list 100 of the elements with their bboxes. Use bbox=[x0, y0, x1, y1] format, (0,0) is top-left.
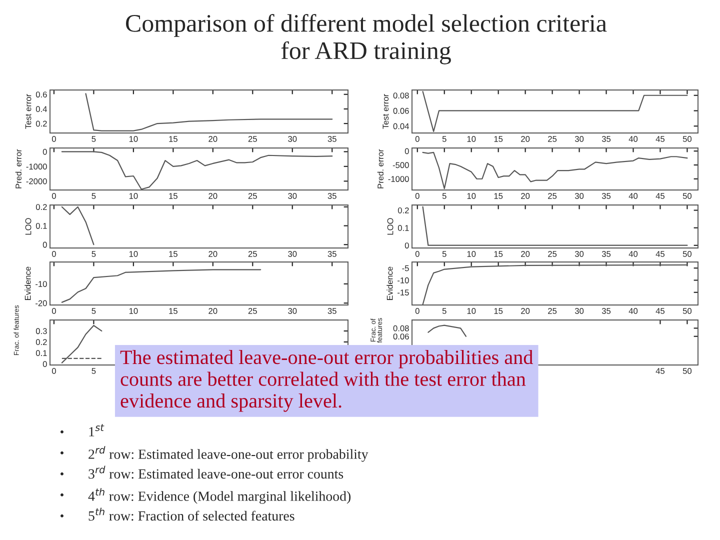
x-tick-label: 0 bbox=[52, 136, 56, 142]
x-tick-label: 20 bbox=[208, 193, 218, 199]
y-axis-title: Test error bbox=[382, 94, 389, 129]
x-tick-label: 15 bbox=[169, 308, 178, 314]
x-tick-label: 35 bbox=[328, 308, 336, 314]
y-tick-label: -20 bbox=[36, 300, 47, 306]
y-axis-title: Pred. error bbox=[15, 149, 22, 188]
x-tick-label: 35 bbox=[328, 136, 336, 142]
x-tick-label: 30 bbox=[288, 136, 297, 142]
x-tick-label: 10 bbox=[129, 308, 138, 314]
y-tick-label: 0.2 bbox=[36, 339, 47, 346]
x-tick-label: 20 bbox=[208, 251, 218, 257]
x-tick-label: 10 bbox=[467, 308, 476, 314]
y-tick-label: 0.1 bbox=[398, 225, 409, 231]
y-tick-label: 0 bbox=[42, 242, 47, 248]
y-tick-label: 0.4 bbox=[36, 106, 47, 112]
text: • bbox=[60, 493, 64, 496]
x-tick-label: 5 bbox=[442, 251, 446, 257]
y-tick-label: 0.08 bbox=[393, 325, 409, 332]
x-tick-label: 25 bbox=[248, 251, 257, 257]
x-tick-label: 0 bbox=[52, 368, 56, 374]
x-tick-label: 5 bbox=[92, 193, 96, 199]
x-tick-label: 35 bbox=[602, 193, 611, 199]
x-tick-label: 0 bbox=[52, 308, 56, 314]
x-tick-label: 35 bbox=[328, 251, 336, 257]
y-tick-label: 0.2 bbox=[398, 207, 409, 214]
text: • bbox=[60, 451, 64, 454]
y-tick-label: -15 bbox=[398, 290, 409, 296]
text: 2$^{rd}$ row: Estimated leave-one-out error probability bbox=[88, 446, 368, 462]
x-tick-label: 50 bbox=[682, 136, 692, 142]
x-tick-label: 10 bbox=[129, 193, 138, 199]
y-tick-label: 0 bbox=[42, 361, 47, 368]
x-tick-label: 25 bbox=[248, 193, 257, 199]
y-axis-title: LOO bbox=[25, 218, 32, 235]
text: 1$^{st}$ bbox=[89, 424, 104, 436]
y-tick-label: 0 bbox=[404, 242, 409, 248]
y-axis-title: Evidence bbox=[24, 266, 31, 300]
x-tick-label: 30 bbox=[574, 136, 584, 142]
x-tick-label: 45 bbox=[656, 136, 665, 142]
text: Comparison of different model selection criteria for ARD training bbox=[126, 14, 607, 64]
y-tick-label: 0 bbox=[404, 148, 409, 154]
line-series bbox=[428, 324, 467, 337]
x-tick-label: 5 bbox=[442, 193, 446, 199]
x-tick-label: 15 bbox=[494, 251, 503, 257]
y-axis-title: Pred. error bbox=[377, 149, 384, 188]
y-tick-label: -1000 bbox=[26, 164, 47, 170]
text: • bbox=[60, 514, 64, 518]
annotation: The estimated leave-one-out error probabilities and counts are better correlated with the test error than evidence and sparsity level. bbox=[120, 350, 533, 412]
text: 4$^{th}$ row: Evidence (Model marginal likelihood) bbox=[88, 488, 351, 504]
y-tick-label: -2000 bbox=[26, 178, 47, 184]
x-tick-label: 20 bbox=[521, 136, 530, 142]
x-tick-label: 40 bbox=[628, 193, 638, 199]
x-tick-label: 5 bbox=[92, 251, 96, 257]
x-tick-label: 30 bbox=[574, 308, 584, 314]
text: 5$^{th}$ row: Fraction of selected features bbox=[88, 508, 294, 521]
x-tick-label: 25 bbox=[248, 136, 257, 142]
x-tick-label: 20 bbox=[521, 193, 530, 199]
x-tick-label: 35 bbox=[328, 193, 336, 199]
x-tick-label: 0 bbox=[415, 308, 420, 314]
x-tick-label: 50 bbox=[682, 193, 692, 199]
x-tick-label: 35 bbox=[602, 136, 611, 142]
x-tick-label: 5 bbox=[92, 368, 96, 374]
x-tick-label: 0 bbox=[52, 193, 56, 199]
y-tick-label: -10 bbox=[398, 277, 409, 284]
y-tick-label: -10 bbox=[36, 281, 47, 287]
x-tick-label: 30 bbox=[288, 308, 297, 314]
y-tick-label: 0.3 bbox=[36, 328, 47, 334]
x-tick-label: 40 bbox=[628, 251, 638, 257]
y-tick-label: 0.06 bbox=[393, 334, 409, 340]
y-tick-label: -500 bbox=[392, 162, 409, 168]
x-tick-label: 5 bbox=[92, 136, 96, 142]
x-tick-label: 15 bbox=[169, 193, 178, 199]
x-tick-label: 20 bbox=[521, 308, 530, 314]
x-tick-label: 25 bbox=[548, 251, 557, 257]
y-tick-label: 0.04 bbox=[393, 123, 409, 130]
text: 3$^{rd}$ row: Estimated leave-one-out error counts bbox=[88, 466, 344, 479]
x-tick-label: 5 bbox=[442, 308, 446, 314]
x-tick-label: 15 bbox=[494, 308, 503, 314]
x-tick-label: 30 bbox=[288, 193, 297, 199]
x-tick-label: 10 bbox=[467, 251, 476, 257]
y-tick-label: 0 bbox=[42, 148, 47, 155]
x-tick-label: 15 bbox=[494, 193, 503, 199]
text: • bbox=[60, 430, 64, 434]
x-tick-label: 15 bbox=[494, 136, 503, 142]
x-tick-label: 20 bbox=[208, 136, 218, 142]
x-tick-label: 45 bbox=[656, 251, 665, 257]
x-tick-label: 5 bbox=[442, 136, 446, 142]
x-tick-label: 5 bbox=[92, 308, 96, 314]
x-tick-label: 45 bbox=[656, 308, 665, 314]
x-tick-label: 30 bbox=[288, 251, 297, 257]
x-tick-label: 20 bbox=[521, 251, 530, 257]
x-tick-label: 10 bbox=[129, 251, 138, 257]
x-tick-label: 0 bbox=[415, 251, 420, 257]
x-tick-label: 30 bbox=[574, 251, 584, 257]
x-tick-label: 35 bbox=[602, 308, 611, 314]
y-tick-label: 0.6 bbox=[36, 92, 47, 98]
x-tick-label: 15 bbox=[169, 136, 178, 142]
x-tick-label: 50 bbox=[682, 308, 692, 314]
x-tick-label: 10 bbox=[129, 136, 138, 142]
x-tick-label: 0 bbox=[52, 251, 56, 257]
